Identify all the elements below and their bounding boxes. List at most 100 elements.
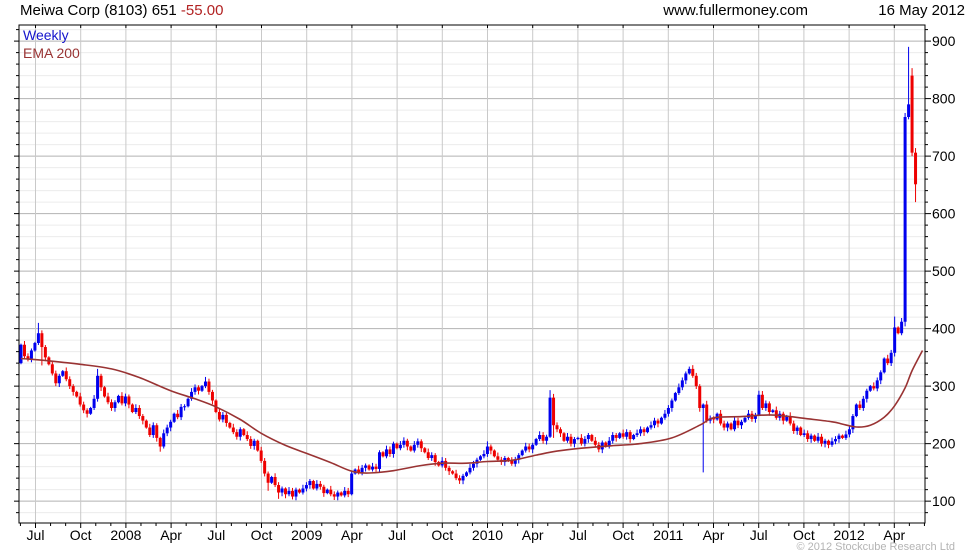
candle-body <box>238 429 242 437</box>
candle-body <box>252 440 256 446</box>
candle-body <box>795 427 799 431</box>
candle-body <box>263 460 267 474</box>
candle-body <box>360 467 364 473</box>
candle-body <box>666 407 670 414</box>
candle-body <box>813 435 817 441</box>
candle-body <box>520 450 524 456</box>
site-link[interactable]: www.fullermoney.com <box>663 2 808 19</box>
candle-body <box>447 467 451 472</box>
candle-body <box>593 440 597 445</box>
candle-body <box>802 433 806 436</box>
candle-body <box>799 427 803 436</box>
x-axis-label: Jul <box>388 527 406 543</box>
x-axis-label: 2011 <box>653 527 683 543</box>
candle-body <box>792 423 796 431</box>
candle-body <box>517 455 521 460</box>
candle-body <box>158 437 162 447</box>
candle-body <box>304 485 308 489</box>
candle-body <box>419 441 423 449</box>
candle-body <box>416 441 420 445</box>
candle-body <box>565 436 569 441</box>
candle-body <box>809 435 813 440</box>
y-axis-label: 500 <box>932 263 956 279</box>
y-axis-label: 800 <box>932 91 956 107</box>
x-axis-label: Oct <box>793 527 815 543</box>
candle-body <box>169 421 173 428</box>
candle-body <box>318 483 322 487</box>
candle-body <box>552 397 556 426</box>
y-axis-label: 900 <box>932 33 956 49</box>
candle-body <box>64 371 68 380</box>
candle-body <box>172 413 176 422</box>
candle-body <box>155 425 159 438</box>
candle-body <box>673 393 677 401</box>
candle-body <box>485 446 489 454</box>
candle-body <box>210 391 214 401</box>
candle-body <box>538 435 542 440</box>
candle-body <box>562 433 566 441</box>
candle-body <box>54 373 58 384</box>
candle-body <box>284 488 288 495</box>
candle-body <box>649 425 653 428</box>
candle-body <box>569 436 573 444</box>
candle-body <box>235 432 239 437</box>
candle-body <box>444 460 448 468</box>
candle-body <box>774 410 778 418</box>
candle-body <box>889 352 893 364</box>
candle-body <box>705 404 709 421</box>
candle-body <box>684 373 688 381</box>
candle-body <box>534 439 538 445</box>
candle-body <box>183 406 187 408</box>
candle-body <box>130 404 134 413</box>
candle-body <box>89 407 93 414</box>
candle-body <box>861 398 865 408</box>
x-axis-label: 2010 <box>472 527 503 543</box>
y-axis-label: 400 <box>932 321 956 337</box>
candle-body <box>221 414 225 420</box>
candle-body <box>468 467 472 473</box>
candle-body <box>830 441 834 445</box>
candle-body <box>694 375 698 387</box>
candle-body <box>604 442 608 447</box>
candle-body <box>409 446 413 451</box>
candle-body <box>186 398 190 407</box>
candle-body <box>391 443 395 454</box>
candle-body <box>308 481 312 486</box>
candle-body <box>322 486 326 494</box>
candle-body <box>301 488 305 493</box>
candle-body <box>68 379 72 387</box>
candle-body <box>329 489 333 495</box>
candle-body <box>193 387 197 392</box>
candle-body <box>579 437 583 444</box>
candle-body <box>339 492 343 496</box>
candle-body <box>364 465 368 468</box>
candle-body <box>740 421 744 426</box>
x-axis-label: Jul <box>750 527 768 543</box>
candle-body <box>430 455 434 459</box>
candle-body <box>760 394 764 408</box>
candle-body <box>572 439 576 444</box>
candle-body <box>249 439 253 446</box>
candle-body <box>297 489 301 493</box>
candle-body <box>914 152 918 185</box>
candle-body <box>231 427 235 433</box>
candle-body <box>548 397 552 437</box>
candle-body <box>478 456 482 460</box>
candle-body <box>190 391 194 399</box>
candle-body <box>426 452 430 459</box>
candle-body <box>367 465 371 470</box>
candle-body <box>266 473 270 483</box>
candle-body <box>256 440 260 451</box>
candle-body <box>287 490 291 495</box>
candle-body <box>677 387 681 394</box>
candle-body <box>625 432 629 437</box>
candle-body <box>85 410 89 414</box>
candle-body <box>398 444 402 449</box>
candle-body <box>559 429 563 434</box>
x-axis-labels: Jul Oct 2008 Apr Jul Oct 2009 Apr Jul Oct 2010 Apr J… <box>27 527 906 543</box>
candle-body <box>823 440 827 444</box>
candle-body <box>719 413 723 424</box>
candle-body <box>277 485 281 493</box>
candle-body <box>113 402 117 408</box>
